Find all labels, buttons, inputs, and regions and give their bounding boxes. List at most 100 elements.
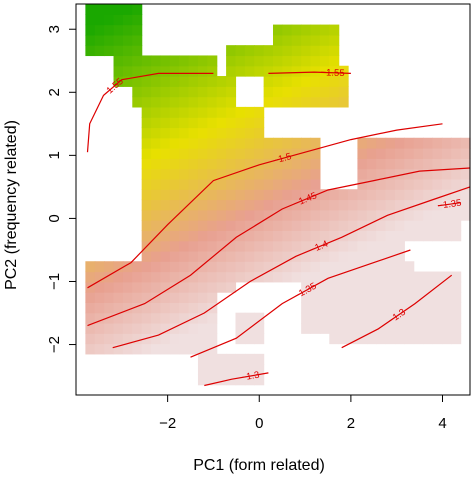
- heatmap-cell: [235, 209, 246, 221]
- heatmap-cell: [254, 353, 265, 365]
- heatmap-cell: [122, 322, 133, 334]
- heatmap-cell: [273, 178, 283, 190]
- heatmap-cell: [216, 96, 227, 108]
- heatmap-cell: [188, 148, 199, 159]
- heatmap-cell: [141, 178, 152, 190]
- heatmap-cell: [104, 302, 115, 314]
- heatmap-cell: [104, 292, 115, 303]
- heatmap-cell: [179, 106, 190, 118]
- heatmap-cell: [122, 312, 133, 324]
- heatmap-cell: [432, 281, 443, 293]
- heatmap-cell: [235, 261, 246, 273]
- heatmap-cell: [197, 209, 208, 221]
- heatmap-cell: [160, 271, 171, 283]
- x-axis-label: PC1 (form related): [193, 457, 325, 474]
- heatmap-cell: [301, 261, 312, 273]
- heatmap-cell: [169, 96, 180, 108]
- heatmap-cell: [310, 86, 321, 98]
- heatmap-cell: [301, 34, 312, 46]
- heatmap-cell: [273, 209, 283, 221]
- heatmap-cell: [235, 148, 246, 159]
- heatmap-cell: [329, 189, 340, 201]
- heatmap-cell: [291, 271, 302, 283]
- heatmap-cell: [160, 312, 171, 324]
- heatmap-cell: [94, 343, 105, 355]
- y-tick-label: −2: [46, 336, 63, 353]
- heatmap-cell: [451, 189, 462, 201]
- heatmap-cell: [310, 281, 321, 293]
- heatmap-cell: [376, 220, 387, 231]
- heatmap-cell: [160, 96, 171, 108]
- heatmap-cell: [197, 55, 208, 67]
- heatmap-cell: [169, 199, 180, 211]
- heatmap-cell: [441, 209, 452, 221]
- heatmap-cell: [432, 189, 443, 201]
- heatmap-cell: [432, 158, 443, 170]
- heatmap-cell: [263, 250, 274, 262]
- heatmap-cell: [169, 76, 180, 87]
- heatmap-cell: [301, 148, 312, 159]
- heatmap-cell: [141, 127, 152, 139]
- heatmap-cell: [282, 220, 293, 231]
- heatmap-cell: [394, 178, 405, 190]
- heatmap-cell: [441, 137, 452, 149]
- heatmap-cell: [423, 292, 434, 303]
- heatmap-cell: [451, 137, 462, 149]
- heatmap-cell: [273, 199, 283, 211]
- heatmap-cell: [132, 65, 143, 77]
- heatmap-cell: [404, 281, 415, 293]
- heatmap-cell: [94, 261, 105, 273]
- heatmap-cell: [188, 271, 199, 283]
- heatmap-cell: [263, 55, 274, 67]
- heatmap-cell: [394, 292, 405, 303]
- heatmap-cell: [432, 220, 443, 231]
- heatmap-cell: [244, 220, 255, 231]
- heatmap-cell: [319, 65, 330, 77]
- heatmap-cell: [141, 271, 152, 283]
- heatmap-cell: [169, 127, 180, 139]
- heatmap-cell: [94, 14, 105, 26]
- heatmap-cell: [160, 333, 171, 345]
- heatmap-cell: [216, 86, 227, 98]
- heatmap-cell: [104, 343, 115, 355]
- heatmap-cell: [329, 333, 340, 345]
- heatmap-cell: [169, 168, 180, 180]
- heatmap-cell: [451, 158, 462, 170]
- heatmap-cell: [301, 137, 312, 149]
- heatmap-cell: [451, 230, 462, 242]
- heatmap-cell: [235, 240, 246, 252]
- heatmap-cell: [338, 261, 349, 273]
- heatmap-cell: [348, 333, 359, 345]
- heatmap-cell: [141, 168, 152, 180]
- heatmap-cell: [460, 137, 471, 149]
- heatmap-cell: [385, 230, 396, 242]
- heatmap-cell: [423, 271, 434, 283]
- heatmap-cell: [188, 76, 199, 87]
- heatmap-cell: [113, 45, 124, 57]
- heatmap-cell: [169, 271, 180, 283]
- heatmap-cell: [273, 148, 283, 159]
- heatmap-cell: [273, 230, 283, 242]
- heatmap-cell: [413, 168, 424, 180]
- heatmap-cell: [197, 117, 208, 129]
- heatmap-cell: [188, 55, 199, 67]
- heatmap-cell: [141, 209, 152, 221]
- heatmap-cell: [207, 199, 218, 211]
- heatmap-cell: [357, 333, 368, 345]
- heatmap-cell: [151, 281, 162, 293]
- heatmap-cell: [404, 220, 415, 231]
- heatmap-cell: [169, 189, 180, 201]
- heatmap-cell: [151, 312, 162, 324]
- heatmap-cell: [104, 34, 115, 46]
- heatmap-cell: [160, 250, 171, 262]
- heatmap-cell: [207, 168, 218, 180]
- heatmap-cell: [273, 96, 283, 108]
- contour-line: [204, 372, 269, 387]
- heatmap-cell: [122, 55, 133, 67]
- heatmap-cell: [254, 65, 265, 77]
- heatmap-cell: [254, 127, 265, 139]
- heatmap-cell: [254, 230, 265, 242]
- heatmap-cell: [244, 117, 255, 129]
- heatmap-cell: [282, 189, 293, 201]
- heatmap-cell: [366, 220, 377, 231]
